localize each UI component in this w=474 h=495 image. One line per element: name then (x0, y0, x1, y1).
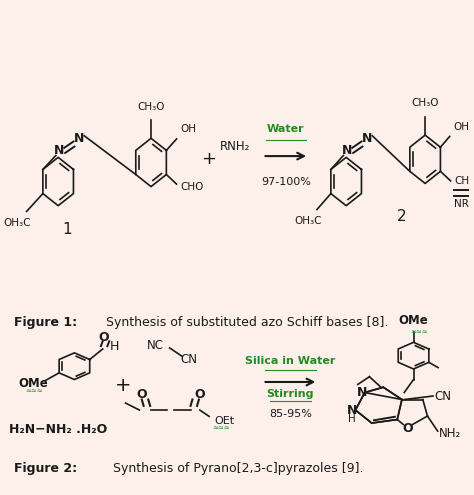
Text: CHO: CHO (180, 182, 204, 192)
Text: OH: OH (454, 122, 469, 132)
Text: ≈≈≈: ≈≈≈ (410, 329, 428, 335)
Text: O: O (194, 388, 205, 401)
Text: Stirring: Stirring (267, 389, 314, 398)
Text: OH: OH (180, 124, 196, 134)
Text: H₂N−NH₂ .H₂O: H₂N−NH₂ .H₂O (9, 423, 107, 436)
Text: Water: Water (267, 124, 305, 135)
Text: ≈≈≈: ≈≈≈ (25, 388, 42, 394)
Text: 1: 1 (63, 222, 72, 237)
Text: CN: CN (181, 353, 198, 366)
Text: OH₃C: OH₃C (294, 216, 321, 226)
Text: CH₃O: CH₃O (411, 99, 439, 108)
Text: Figure 1:: Figure 1: (14, 316, 77, 329)
Text: O: O (137, 388, 147, 401)
Text: O: O (402, 422, 413, 435)
Text: CN: CN (434, 390, 451, 402)
Text: Synthesis of Pyrano[2,3-c]pyrazoles [9].: Synthesis of Pyrano[2,3-c]pyrazoles [9]. (109, 462, 364, 475)
Text: N: N (54, 144, 64, 157)
Text: N: N (342, 144, 352, 157)
Text: NR: NR (455, 199, 469, 209)
Text: CH: CH (455, 176, 469, 186)
Text: CH₃O: CH₃O (137, 101, 165, 111)
Text: ≈≈≈: ≈≈≈ (212, 425, 229, 431)
Text: Synthesis of substituted azo Schiff bases [8].: Synthesis of substituted azo Schiff base… (102, 316, 389, 329)
Text: 85-95%: 85-95% (269, 408, 312, 419)
Text: N: N (346, 403, 357, 417)
Text: OH₃C: OH₃C (4, 218, 31, 228)
Text: O: O (98, 331, 109, 344)
Text: N: N (362, 133, 372, 146)
Text: +: + (201, 150, 216, 168)
Text: +: + (115, 376, 131, 395)
Text: 2: 2 (397, 209, 407, 224)
Text: OMe: OMe (399, 313, 428, 327)
Text: N: N (357, 386, 368, 399)
Text: N: N (73, 133, 84, 146)
Text: H: H (109, 341, 119, 353)
Text: RNH₂: RNH₂ (219, 140, 250, 153)
Text: Figure 2:: Figure 2: (14, 462, 77, 475)
Text: OMe: OMe (18, 377, 48, 390)
Text: NC: NC (147, 339, 164, 351)
Text: NH₂: NH₂ (439, 427, 461, 440)
Text: 97-100%: 97-100% (261, 177, 311, 187)
Text: OEt: OEt (215, 416, 235, 426)
Text: H: H (348, 414, 356, 424)
Text: Silica in Water: Silica in Water (245, 356, 336, 366)
